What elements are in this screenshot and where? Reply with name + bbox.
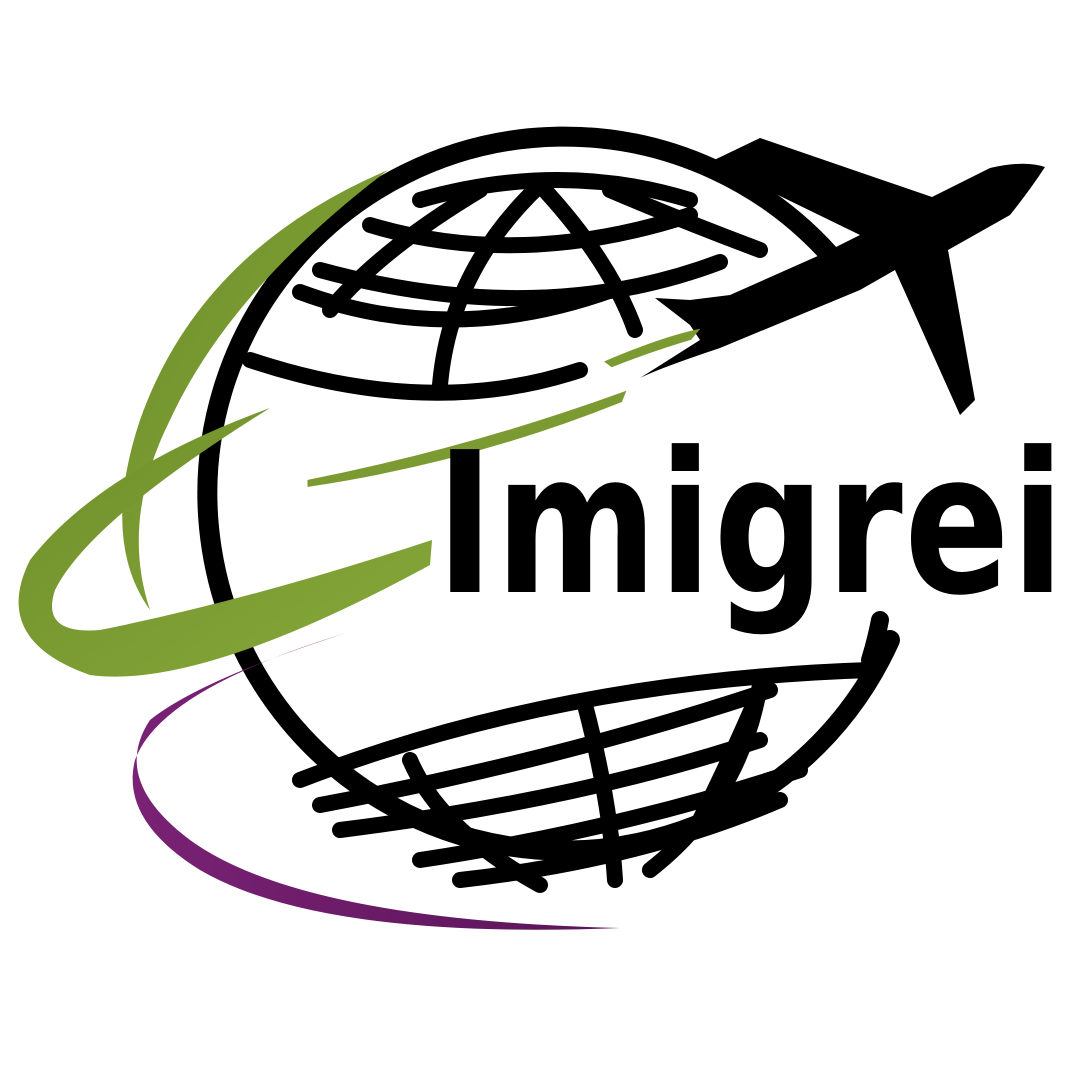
swoosh-green — [18, 170, 701, 677]
brand-wordmark: Imigrei — [436, 411, 1066, 639]
airplane-icon — [640, 138, 1045, 415]
globe-icon — [197, 126, 900, 893]
